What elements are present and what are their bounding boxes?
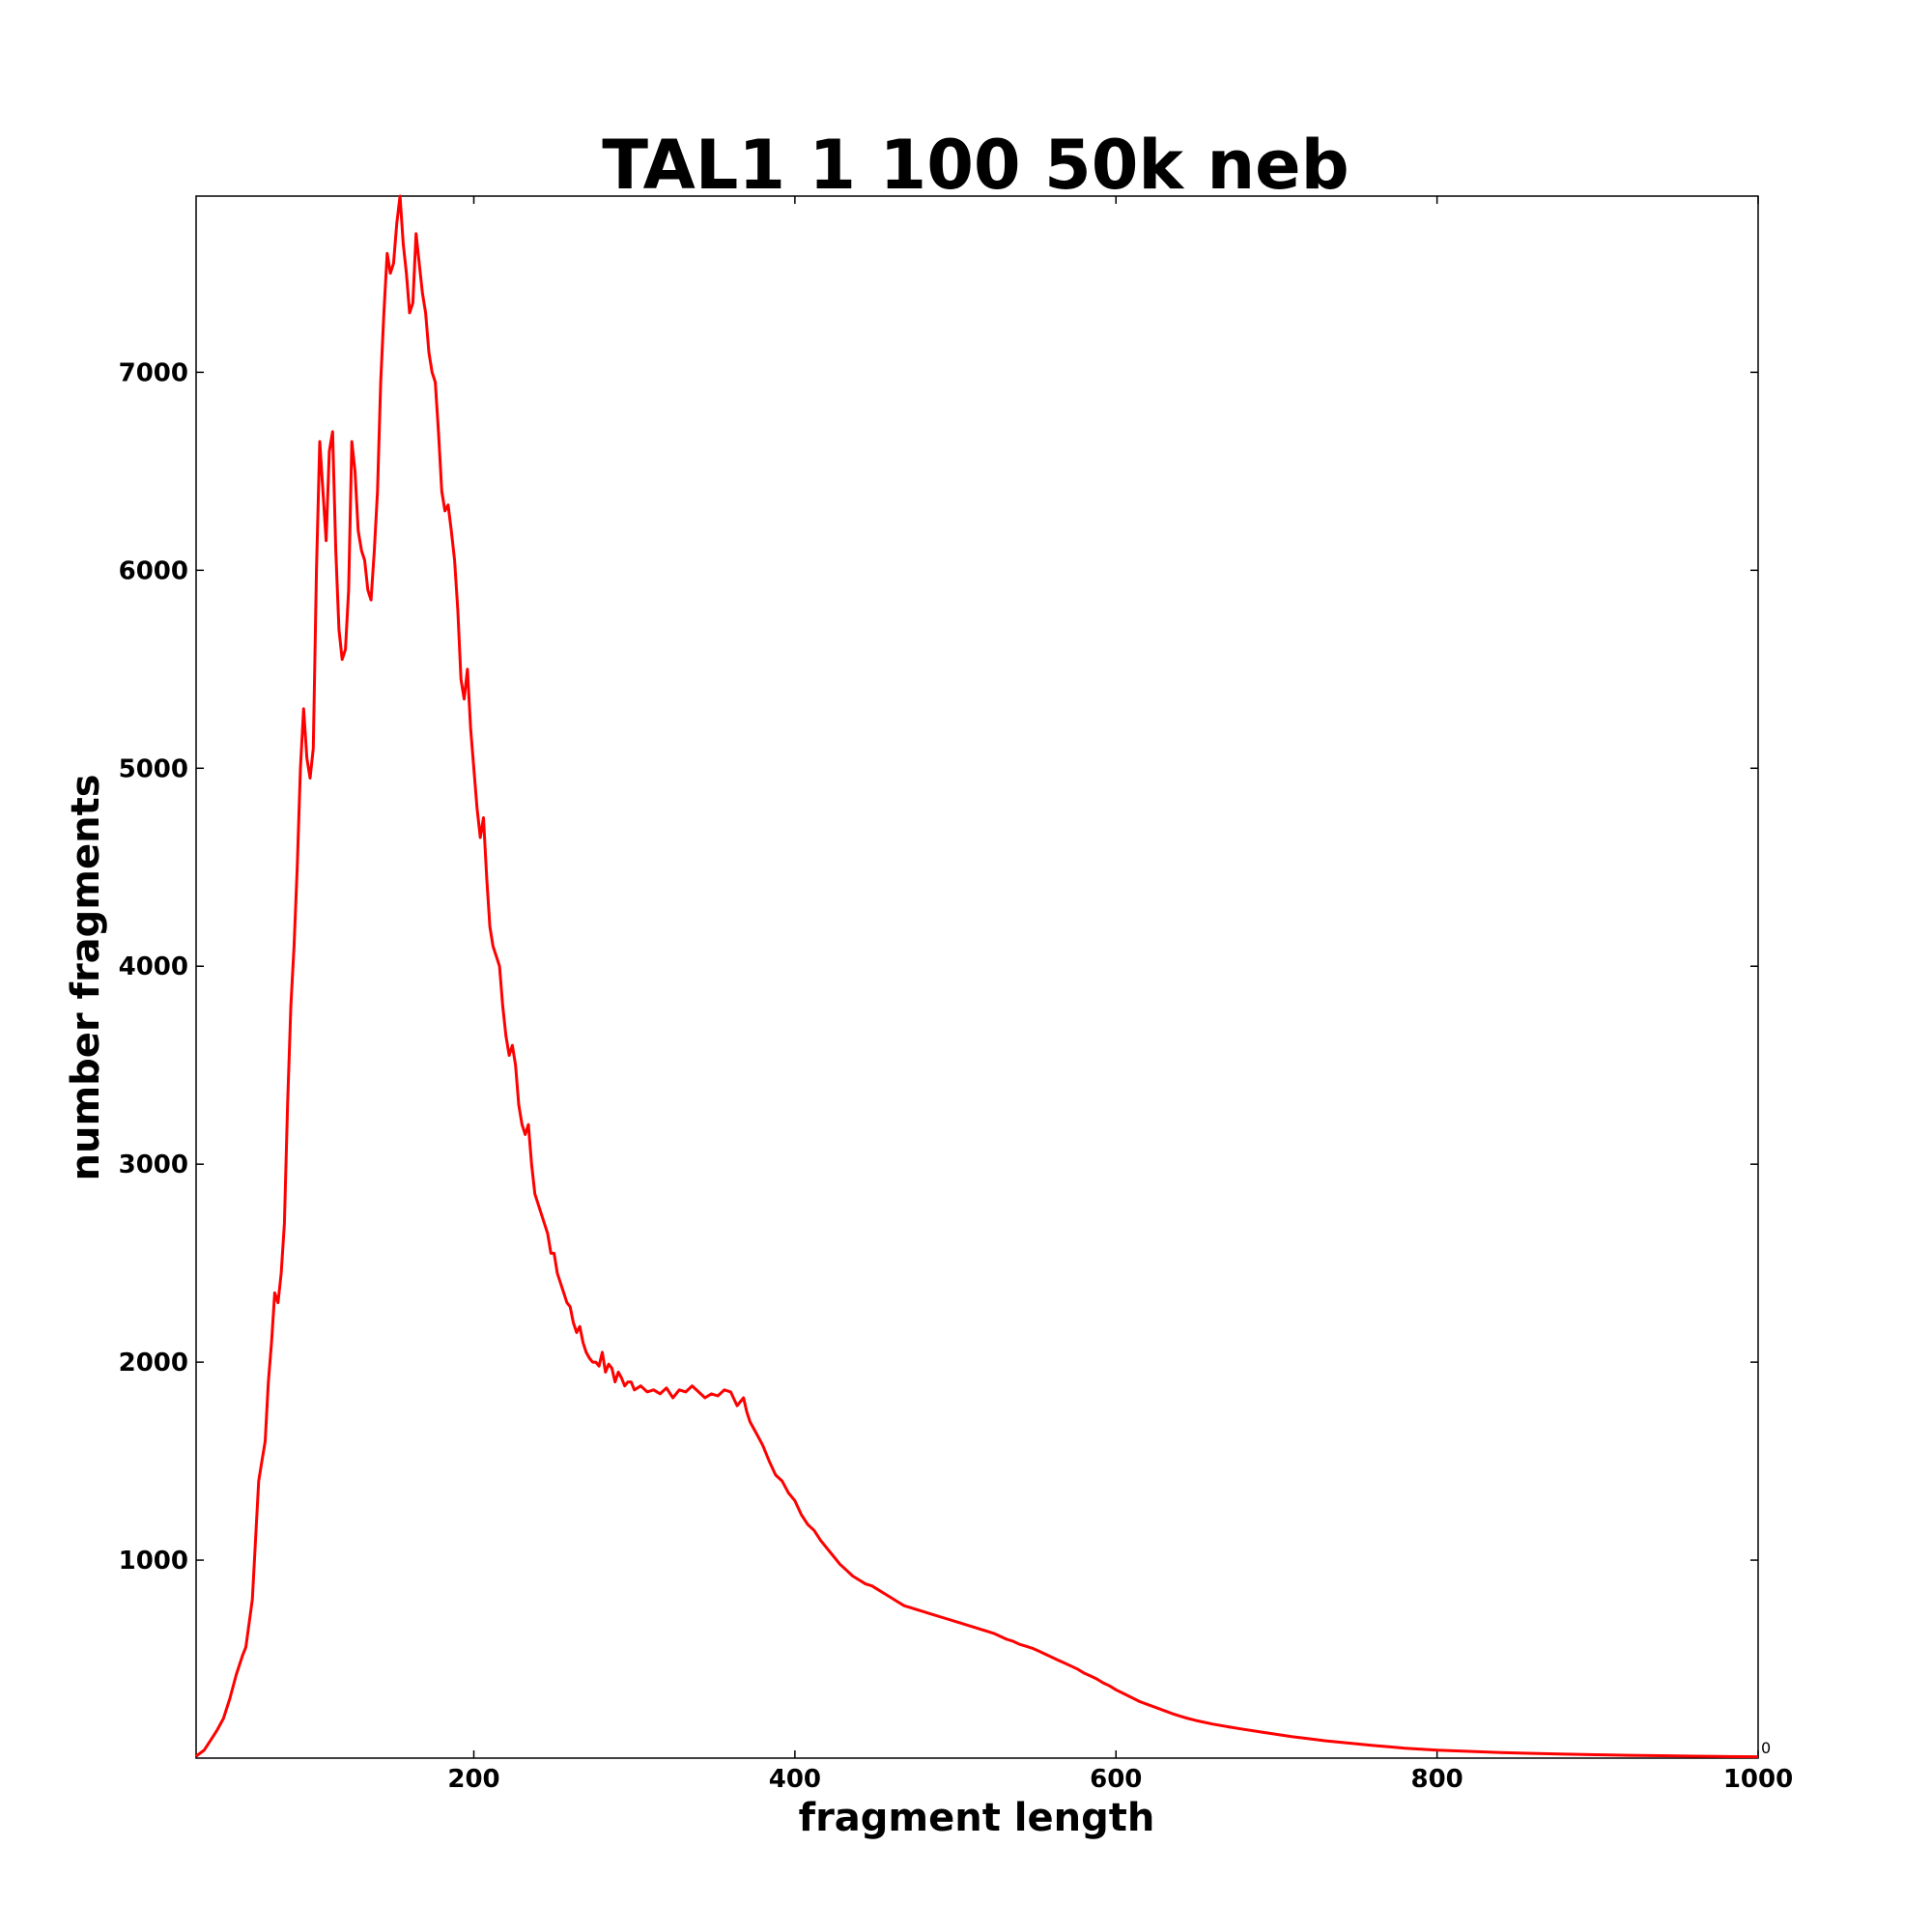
series-line: [195, 194, 1759, 1759]
y-tick-label: 7000: [119, 358, 188, 387]
plot-frame: [195, 195, 1759, 1759]
x-tick-label: 600: [1090, 1765, 1142, 1794]
y-tick-label: 1000: [119, 1547, 188, 1576]
y-axis-ticks: 1000 2000 3000 4000 5000 6000 7000: [119, 358, 1758, 1576]
x-tick-label: 800: [1410, 1765, 1463, 1794]
x-tick-label: 200: [447, 1765, 499, 1794]
y-axis-zero-label: 0: [1761, 1739, 1771, 1757]
y-tick-label: 4000: [119, 952, 188, 981]
x-axis-label: fragment length: [799, 1796, 1155, 1840]
series-layer: [195, 194, 1759, 1759]
y-tick-label: 6000: [119, 556, 188, 585]
x-tick-label: 1000: [1723, 1765, 1793, 1794]
chart-title: TAL1 1 100 50k neb: [602, 126, 1350, 205]
y-axis-label: number fragments: [64, 774, 108, 1180]
y-tick-label: 5000: [119, 754, 188, 783]
x-axis-ticks: 200 400 600 800 1000: [447, 196, 1793, 1794]
y-tick-label: 3000: [119, 1151, 188, 1179]
y-tick-label: 2000: [119, 1349, 188, 1378]
x-tick-label: 400: [769, 1765, 821, 1794]
